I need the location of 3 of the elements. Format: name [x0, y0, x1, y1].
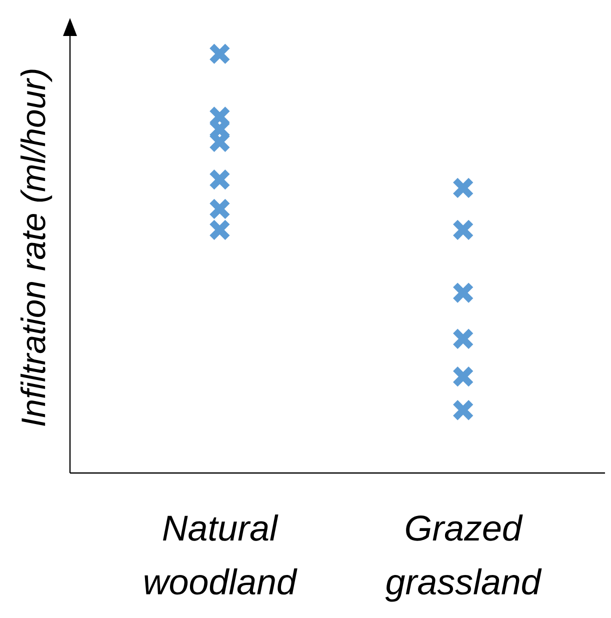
y-axis-title: Infiltration rate (ml/hour) — [20, 70, 52, 426]
x-tick-label: Grazed grassland — [385, 514, 542, 602]
x-tick-label: Natural woodland — [144, 514, 298, 595]
